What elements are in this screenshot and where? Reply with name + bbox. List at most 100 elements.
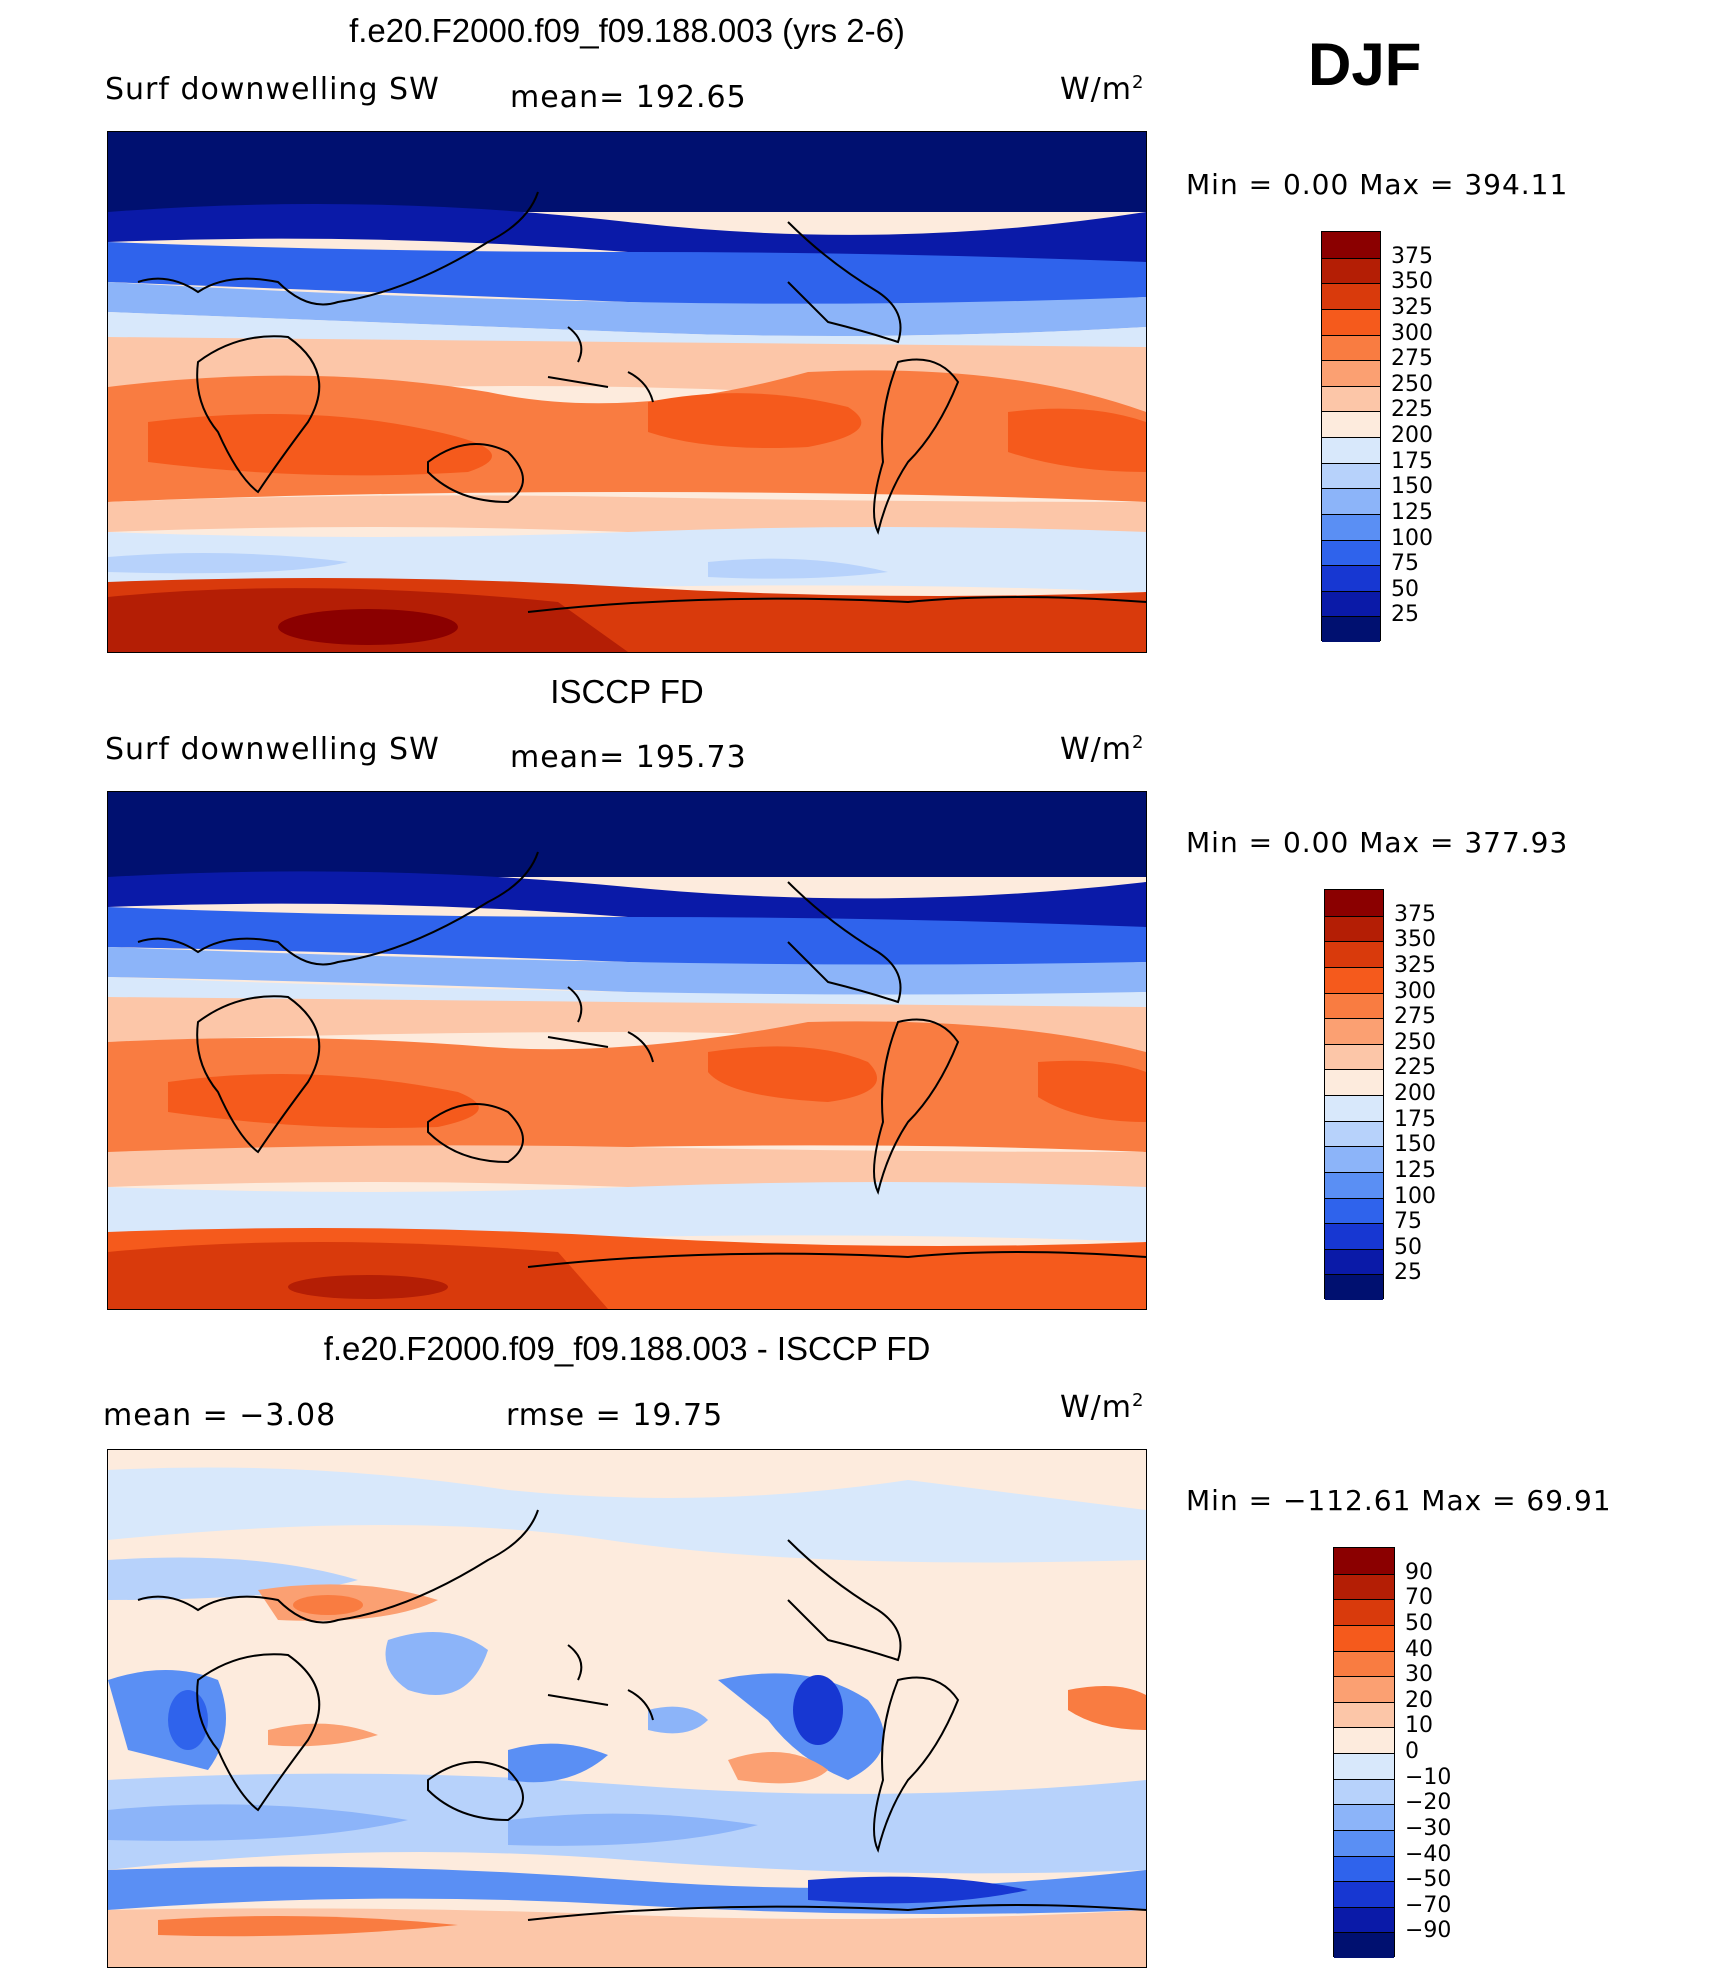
model-map-field — [108, 132, 1146, 652]
colorbar-tick-label: 175 — [1394, 1106, 1436, 1132]
colorbar-tick-label: −90 — [1405, 1918, 1452, 1944]
colorbar-box — [1322, 232, 1380, 258]
colorbar-box — [1325, 1120, 1383, 1147]
colorbar-box — [1334, 1778, 1394, 1805]
colorbar-box — [1325, 1095, 1383, 1121]
map-panel-observation — [107, 791, 1147, 1310]
rmse-label: rmse = 19.75 — [506, 1398, 724, 1433]
mean-label: mean = −3.08 — [103, 1398, 337, 1433]
panel-title: f.e20.F2000.f09_f09.188.003 (yrs 2-6) — [349, 12, 905, 49]
colorbar-tick-label: 375 — [1391, 243, 1433, 269]
colorbar-tick-label: 0 — [1405, 1739, 1419, 1764]
colorbar-tick-label: 300 — [1394, 978, 1436, 1004]
colorbar-box — [1325, 1146, 1383, 1172]
colorbar-tick-label: 350 — [1391, 269, 1433, 295]
colorbar-box — [1325, 1223, 1383, 1249]
colorbar-tick-label: 200 — [1394, 1081, 1436, 1106]
colorbar-tick-label: 40 — [1405, 1636, 1433, 1662]
colorbar-box — [1322, 437, 1380, 463]
observation-map-field — [108, 792, 1146, 1309]
minmax-label: Min = −112.61 Max = 69.91 — [1186, 1484, 1612, 1517]
colorbar-box — [1325, 1171, 1383, 1198]
colorbar-tick-label: 50 — [1405, 1610, 1433, 1636]
colorbar-box — [1325, 1043, 1383, 1070]
colorbar-box — [1322, 616, 1380, 642]
minmax-label: Min = 0.00 Max = 377.93 — [1186, 826, 1569, 859]
colorbar — [1324, 889, 1384, 1300]
colorbar-tick-label: 225 — [1391, 397, 1433, 423]
colorbar-tick-label: 325 — [1391, 294, 1433, 320]
map-panel-model — [107, 131, 1147, 653]
colorbar-box — [1334, 1906, 1394, 1933]
colorbar-box — [1322, 283, 1380, 309]
colorbar-tick-label: 25 — [1391, 602, 1419, 628]
colorbar-box — [1322, 488, 1380, 514]
colorbar-tick-label: 250 — [1391, 371, 1433, 397]
colorbar-box — [1334, 1650, 1394, 1677]
colorbar-box — [1322, 334, 1380, 361]
colorbar-box — [1325, 941, 1383, 967]
colorbar-box — [1334, 1573, 1394, 1600]
colorbar-box — [1325, 1248, 1383, 1275]
colorbar — [1333, 1547, 1395, 1958]
minmax-label: Min = 0.00 Max = 394.11 — [1186, 168, 1569, 201]
colorbar-box — [1334, 1881, 1394, 1907]
colorbar-box — [1325, 915, 1383, 942]
colorbar-box — [1325, 1018, 1383, 1044]
units-label: W/m2 — [1060, 72, 1145, 107]
colorbar-tick-label: 275 — [1391, 346, 1433, 372]
colorbar-tick-label: 375 — [1394, 901, 1436, 927]
colorbar-tick-label: −30 — [1405, 1815, 1452, 1841]
colorbar-box — [1325, 1197, 1383, 1224]
colorbar-box — [1325, 890, 1383, 916]
colorbar-box — [1334, 1548, 1394, 1574]
colorbar-tick-label: 200 — [1391, 423, 1433, 448]
colorbar-tick-label: 30 — [1405, 1662, 1433, 1688]
colorbar-box — [1322, 462, 1380, 489]
colorbar-box — [1322, 360, 1380, 386]
colorbar-box — [1322, 513, 1380, 540]
colorbar-tick-label: −10 — [1405, 1764, 1452, 1790]
colorbar-tick-label: 150 — [1394, 1132, 1436, 1158]
colorbar-tick-label: 300 — [1391, 320, 1433, 346]
variable-label: Surf downwelling SW — [105, 732, 440, 767]
colorbar-tick-label: 10 — [1405, 1713, 1433, 1739]
colorbar-box — [1322, 308, 1380, 335]
colorbar-box — [1334, 1599, 1394, 1625]
colorbar-tick-label: 150 — [1391, 474, 1433, 500]
colorbar-tick-label: 100 — [1391, 525, 1433, 551]
colorbar-box — [1334, 1727, 1394, 1753]
colorbar-tick-label: 20 — [1405, 1687, 1433, 1713]
colorbar-box — [1322, 565, 1380, 591]
colorbar-tick-label: 250 — [1394, 1029, 1436, 1055]
colorbar-box — [1322, 590, 1380, 617]
colorbar-box — [1334, 1624, 1394, 1651]
colorbar-tick-label: 75 — [1394, 1209, 1422, 1235]
colorbar-tick-label: −50 — [1405, 1867, 1452, 1893]
colorbar-box — [1334, 1829, 1394, 1856]
colorbar-tick-label: 100 — [1394, 1183, 1436, 1209]
colorbar-box — [1322, 257, 1380, 284]
colorbar-tick-label: 175 — [1391, 448, 1433, 474]
variable-label: Surf downwelling SW — [105, 72, 440, 107]
colorbar-tick-label: 90 — [1405, 1559, 1433, 1585]
panel-title: ISCCP FD — [550, 673, 704, 710]
colorbar-box — [1325, 966, 1383, 993]
units-label: W/m2 — [1060, 1390, 1145, 1425]
colorbar-tick-label: 350 — [1394, 927, 1436, 953]
colorbar-tick-label: 50 — [1391, 576, 1419, 602]
colorbar-tick-label: 125 — [1394, 1157, 1436, 1183]
colorbar-tick-label: −20 — [1405, 1790, 1452, 1816]
units-label: W/m2 — [1060, 732, 1145, 767]
colorbar — [1321, 231, 1381, 642]
colorbar-tick-label: 50 — [1394, 1234, 1422, 1260]
colorbar-tick-label: −70 — [1405, 1892, 1452, 1918]
colorbar-box — [1322, 411, 1380, 437]
colorbar-tick-label: 125 — [1391, 499, 1433, 525]
colorbar-box — [1325, 1274, 1383, 1300]
colorbar-box — [1325, 1069, 1383, 1095]
panel-title: f.e20.F2000.f09_f09.188.003 - ISCCP FD — [323, 1330, 931, 1367]
colorbar-box — [1334, 1676, 1394, 1702]
colorbar-box — [1322, 539, 1380, 566]
colorbar-box — [1334, 1753, 1394, 1779]
